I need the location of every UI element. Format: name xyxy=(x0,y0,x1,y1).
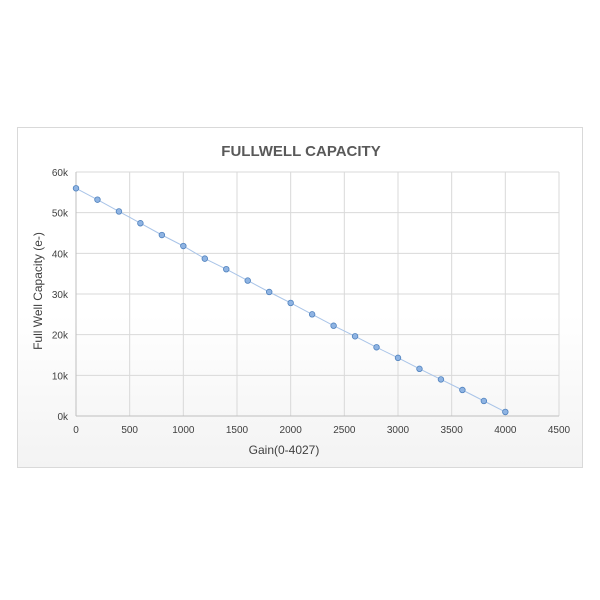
x-tick-label: 1000 xyxy=(172,425,195,436)
chart-area: FULLWELL CAPACITY 0 500 1000 1500 2000 2500 30… xyxy=(17,127,583,468)
axes xyxy=(75,172,559,417)
data-point xyxy=(459,386,466,394)
data-point xyxy=(394,354,402,362)
data-point xyxy=(223,265,230,273)
data-point xyxy=(158,231,166,239)
y-axis-label: Full Well Capacity (e-) xyxy=(31,232,45,350)
data-point xyxy=(244,277,251,284)
data-point xyxy=(115,208,123,215)
x-tick-label: 500 xyxy=(121,425,138,436)
fullwell-capacity-chart: FULLWELL CAPACITY 0 500 1000 1500 2000 2500 30… xyxy=(31,143,571,457)
data-point xyxy=(330,322,337,329)
data-point xyxy=(201,255,208,262)
data-point xyxy=(437,376,445,383)
y-tick-label: 40k xyxy=(52,249,69,260)
x-tick-label: 2000 xyxy=(280,425,303,436)
x-tick-label: 4500 xyxy=(548,425,571,436)
x-axis-label: Gain(0-4027) xyxy=(249,443,320,457)
tick-labels: 0 500 1000 1500 2000 2500 3000 3500 4000 4500 0k 10… xyxy=(52,168,571,436)
y-tick-label: 60k xyxy=(52,168,69,179)
y-tick-label: 0k xyxy=(57,412,69,423)
data-point xyxy=(373,344,380,351)
grid-lines xyxy=(76,171,560,416)
x-tick-label: 1500 xyxy=(226,425,249,436)
y-tick-label: 30k xyxy=(52,290,69,301)
y-tick-label: 10k xyxy=(52,371,69,382)
data-points xyxy=(72,185,509,416)
data-point xyxy=(265,288,273,296)
data-point xyxy=(94,196,101,203)
data-point xyxy=(502,408,509,416)
x-tick-label: 4000 xyxy=(494,425,517,436)
data-point xyxy=(351,333,359,340)
data-point xyxy=(180,242,187,250)
chart-title: FULLWELL CAPACITY xyxy=(221,143,380,160)
data-point xyxy=(480,397,488,405)
data-point xyxy=(137,220,144,227)
x-tick-label: 0 xyxy=(73,425,79,436)
data-point xyxy=(287,299,294,307)
x-tick-label: 3000 xyxy=(387,425,410,436)
x-tick-label: 2500 xyxy=(333,425,356,436)
x-tick-label: 3500 xyxy=(441,425,464,436)
y-tick-label: 20k xyxy=(52,331,69,342)
y-tick-label: 50k xyxy=(52,209,69,220)
data-point xyxy=(72,185,80,192)
data-point xyxy=(308,311,316,318)
data-point xyxy=(416,365,423,373)
